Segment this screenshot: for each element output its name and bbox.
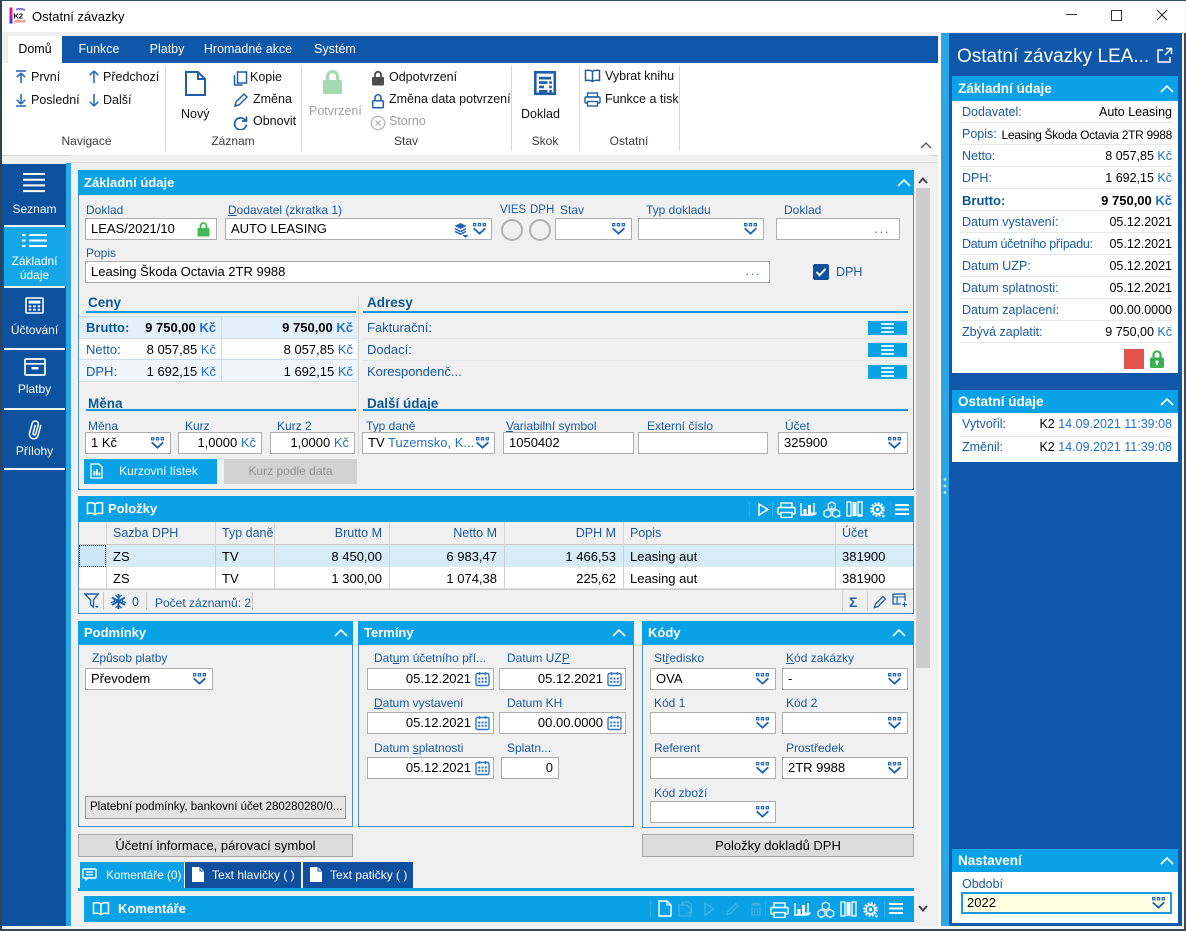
svg-text:K2: K2 (14, 12, 24, 21)
